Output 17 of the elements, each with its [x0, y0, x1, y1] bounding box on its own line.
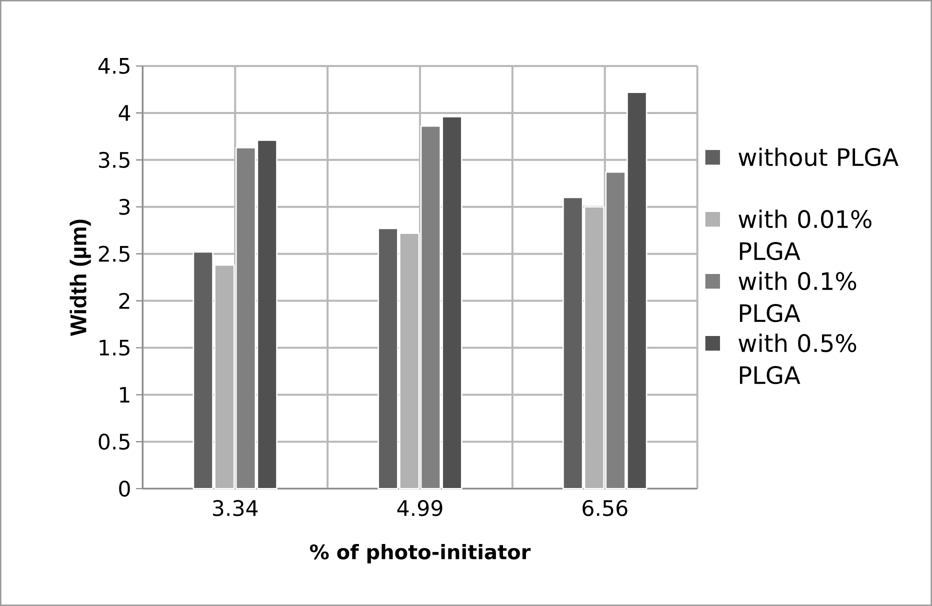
y-tick-label: 4	[118, 105, 130, 121]
y-tick-label: 3.5	[99, 152, 130, 168]
x-tick-label: 3.34	[213, 500, 258, 516]
x-axis-title: % of photo-initiator	[310, 544, 531, 564]
y-axis-title: Width (µm)	[70, 220, 91, 336]
y-tick-label: 0	[119, 480, 130, 497]
y-tick-label: 3	[119, 198, 130, 215]
x-tick-label: 6.56	[582, 500, 628, 516]
y-tick-label: 4.5	[98, 58, 130, 74]
y-tick-label: 1.5	[100, 340, 130, 356]
y-tick-label: 0.5	[98, 434, 130, 450]
y-tick-label: 2	[119, 292, 130, 309]
y-tick-label: 1	[120, 386, 130, 403]
legend-label: without PLGA	[738, 148, 898, 166]
x-tick-label: 4.99	[397, 500, 442, 516]
y-tick-label: 2.5	[98, 246, 130, 262]
legend-label: with 0.5% PLGA	[738, 334, 856, 384]
